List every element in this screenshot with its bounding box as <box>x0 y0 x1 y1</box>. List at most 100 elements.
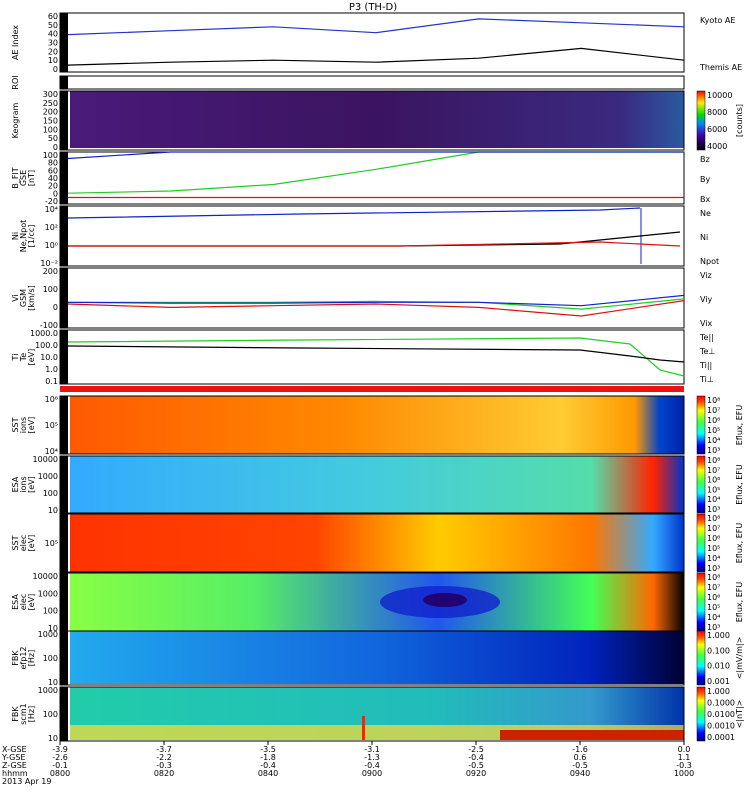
colorbar-tick: 10³ <box>707 623 720 632</box>
xtick-z: -0.4 <box>364 761 380 770</box>
ytick-esa_e: 10 <box>48 624 58 633</box>
series-velocity-vix <box>67 294 685 307</box>
colorbar-tick: 6000 <box>707 125 727 134</box>
panel-edge-density <box>60 206 68 266</box>
ylabel-sst_e: [eV] <box>27 535 36 552</box>
series-density-npot <box>67 207 641 219</box>
esa-elec-image <box>70 573 684 631</box>
ytick-fbk_e: 100 <box>43 654 58 663</box>
colorbar-keogram <box>696 90 706 151</box>
ylabel-esa_i: ESA <box>11 476 20 492</box>
ytick-fbk_b: 10 <box>48 734 58 743</box>
ylabel-keogram: Keogram <box>11 102 20 138</box>
colorbar-tick: 10⁶ <box>707 534 720 543</box>
fbk-b-spike <box>362 716 365 740</box>
xtick-t: 0820 <box>154 769 174 778</box>
ytick-esa_e: 100 <box>43 607 58 616</box>
ytick-velocity: 100 <box>43 285 58 294</box>
roi-band <box>60 76 684 89</box>
ytick-esa_e: 10000 <box>33 572 58 581</box>
series-density-ne <box>68 241 681 247</box>
ylabel-esa_i: [eV] <box>27 476 36 493</box>
colorbar-label: Eflux, EFU <box>735 405 744 446</box>
xaxis-row-label: X-GSE <box>2 745 27 754</box>
ytick-keogram: 250 <box>43 99 58 108</box>
ylabel-sst_i: ions <box>19 417 28 433</box>
xtick-x: 0.0 <box>678 745 691 754</box>
ylabel-velocity: Vi <box>11 294 20 302</box>
xtick-y: -2.6 <box>52 753 68 762</box>
ytick-velocity: 0 <box>53 303 58 312</box>
xtick-t: 0940 <box>570 769 590 778</box>
ytick-bfield: 100 <box>43 151 58 160</box>
colorbar-tick: 8000 <box>707 108 727 117</box>
colorbar-tick: 10³ <box>707 564 720 573</box>
plot-title: P3 (TH-D) <box>349 2 397 13</box>
series-bfield-bx <box>67 151 684 160</box>
ytick-density: 10² <box>45 223 58 232</box>
ytick-ae: 60 <box>48 12 58 21</box>
xtick-z: -0.4 <box>260 761 276 770</box>
ylabel-temp: Ti <box>11 354 20 362</box>
ytick-sst_i: 10⁴ <box>45 447 58 456</box>
colorbar-fbk_e <box>696 630 706 686</box>
colorbar-esa_i <box>696 455 706 514</box>
legend-ae: Kyoto AE <box>700 16 735 25</box>
colorbar-tick: 10⁷ <box>707 466 720 475</box>
xtick-x: -3.1 <box>364 745 380 754</box>
ylabel-fbk_b: FBK <box>11 706 20 722</box>
ytick-density: 10⁴ <box>45 205 58 214</box>
colorbar-tick: 10⁵ <box>707 544 720 553</box>
ylabel-fbk_b: scm1 <box>19 703 28 724</box>
series-temp-ti <box>67 337 685 377</box>
ytick-velocity: -100 <box>40 321 58 330</box>
xtick-y: -1.8 <box>260 753 276 762</box>
ytick-fbk_b: 100 <box>43 710 58 719</box>
colorbar-tick: 10⁴ <box>707 613 720 622</box>
ytick-sst_i: 10⁶ <box>45 395 58 404</box>
ytick-bfield: 40 <box>48 174 58 183</box>
fbk-e-image <box>70 631 684 684</box>
panel-frame-velocity <box>59 267 685 329</box>
xaxis-row-label: Y-GSE <box>1 753 25 762</box>
ytick-bfield: -20 <box>45 197 58 206</box>
colorbar-tick: 10⁴ <box>707 554 720 563</box>
ylabel-esa_e: [eV] <box>27 594 36 611</box>
colorbar-tick: 10⁵ <box>707 426 720 435</box>
ylabel-ae: AE Index <box>11 25 20 60</box>
ylabel-velocity: GSM <box>19 289 28 307</box>
ytick-keogram: 200 <box>43 108 58 117</box>
ytick-ae: 50 <box>48 21 58 30</box>
legend-velocity: Vix <box>700 319 713 328</box>
ylabel-bfield: [nT] <box>27 170 36 186</box>
legend-temp: Te|| <box>699 333 714 342</box>
legend-density: Npot <box>700 257 719 266</box>
line-curves <box>67 18 685 377</box>
xaxis-row-label: Z-GSE <box>2 761 27 770</box>
spectrogram-backgrounds <box>60 76 684 740</box>
legend-density: Ni <box>700 233 708 242</box>
series-temp-te <box>67 345 685 363</box>
ytick-bfield: 0 <box>53 189 58 198</box>
ytick-bfield: 60 <box>48 166 58 175</box>
panel-edge-esa_i <box>60 456 68 513</box>
colorbar-tick: 10⁵ <box>707 485 720 494</box>
legend-density: Ne <box>700 209 711 218</box>
colorbar-label: <|mV/m|> <box>735 637 744 680</box>
series-ae-kyoto-ae <box>67 18 685 36</box>
ytick-ae: 0 <box>53 65 58 74</box>
keogram-image <box>70 91 684 148</box>
ylabel-esa_i: ions <box>19 476 28 492</box>
series-bfield-by <box>67 151 684 194</box>
colorbar-esa_e <box>696 572 706 632</box>
xtick-y: 0.6 <box>574 753 587 762</box>
xaxis-row-label: 2013 Apr 19 <box>2 777 51 786</box>
ylabel-esa_e: ESA <box>11 594 20 610</box>
ytick-sst_i: 10⁵ <box>45 421 58 430</box>
legend-ae: Themis AE <box>699 63 742 72</box>
colorbar-tick: 1.000 <box>707 687 730 696</box>
colorbar-tick: 10⁸ <box>707 573 720 582</box>
sst-ion-image <box>70 396 684 454</box>
ytick-bfield: 20 <box>48 182 58 191</box>
